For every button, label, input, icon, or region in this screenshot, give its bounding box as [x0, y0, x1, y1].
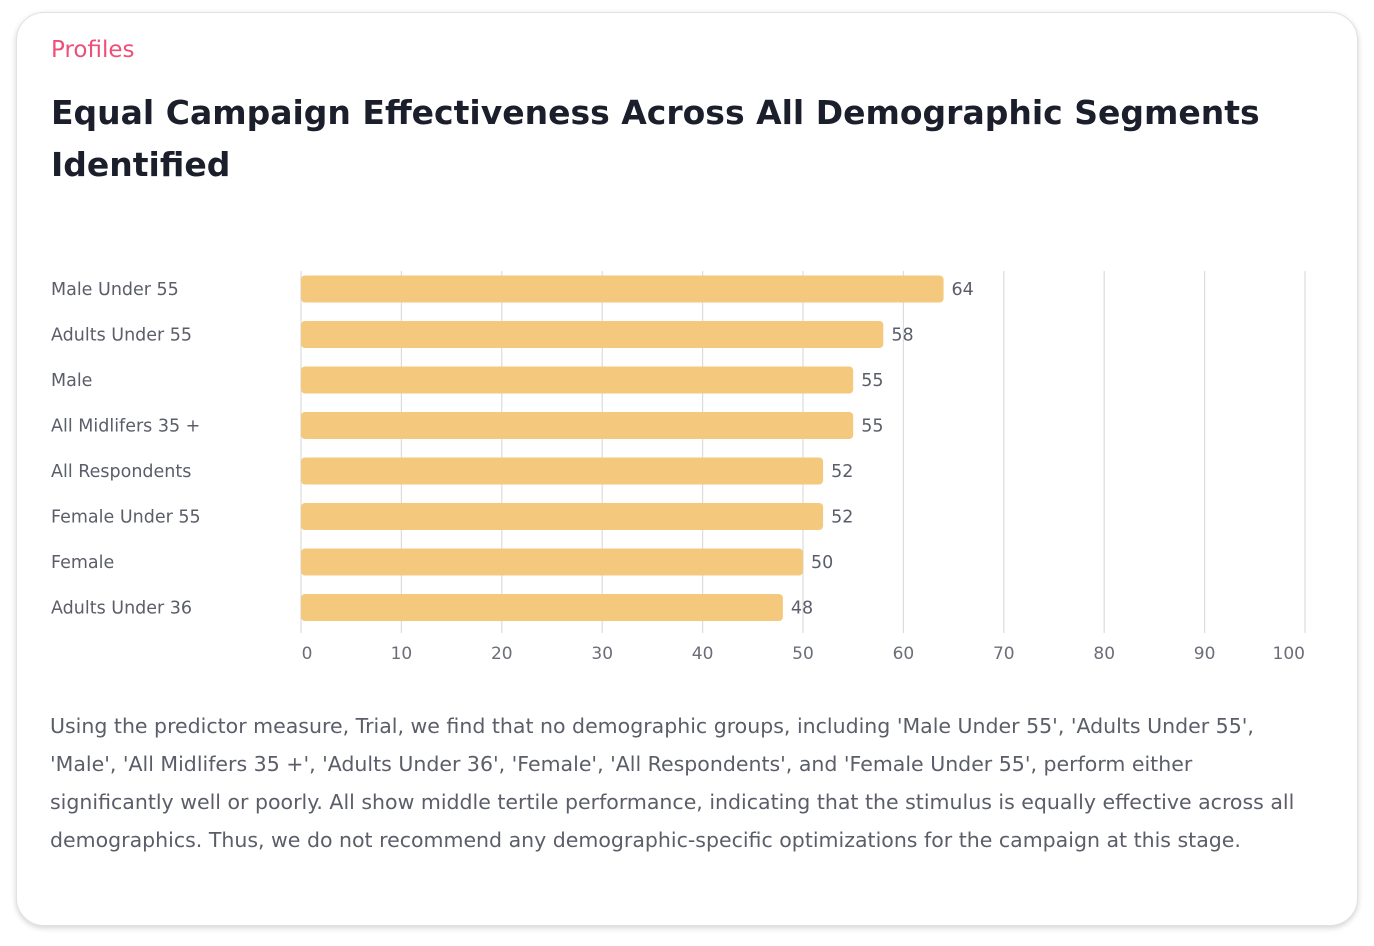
category-label: Female Under 55: [51, 508, 201, 528]
x-tick-label: 40: [692, 644, 714, 664]
bar-value-label: 50: [811, 553, 833, 573]
x-tick-label: 30: [591, 644, 613, 664]
section-label: Profiles: [51, 37, 135, 63]
chart-description: Using the predictor measure, Trial, we f…: [50, 714, 1295, 852]
x-tick-label: 80: [1093, 644, 1115, 664]
category-label: All Midlifers 35 +: [51, 417, 200, 437]
bar-value-label: 64: [952, 280, 974, 300]
bar-value-label: 55: [861, 371, 883, 391]
x-tick-label: 20: [491, 644, 513, 664]
x-tick-label: 70: [993, 644, 1015, 664]
bar-value-label: 52: [831, 462, 853, 482]
bar-value-label: 58: [891, 326, 913, 346]
x-tick-label: 60: [893, 644, 915, 664]
x-tick-label: 50: [792, 644, 814, 664]
bar-value-label: 48: [791, 599, 813, 619]
bar-value-label: 52: [831, 508, 853, 528]
category-label: Adults Under 55: [51, 326, 192, 346]
profiles-card: Profiles Equal Campaign Effectiveness Ac…: [16, 12, 1358, 926]
x-tick-label: 0: [302, 644, 313, 664]
x-tick-label: 90: [1194, 644, 1216, 664]
bar: [301, 366, 854, 394]
category-label: Female: [51, 553, 114, 573]
category-label: Adults Under 36: [51, 599, 192, 619]
category-label: All Respondents: [51, 462, 191, 482]
chart-title: Equal Campaign Effectiveness Across All …: [51, 93, 1260, 184]
bar-value-label: 55: [861, 417, 883, 437]
x-tick-label: 10: [391, 644, 413, 664]
category-label: Male Under 55: [51, 280, 179, 300]
bar: [301, 321, 884, 348]
bar-chart: 0 10 20 30 40 50 60 70 80 90 100 Male Under 55 64 Adu…: [51, 271, 1306, 664]
bar: [301, 503, 824, 530]
bar: [301, 594, 783, 621]
x-tick-label: 100: [1273, 644, 1305, 664]
bar: [301, 457, 824, 485]
bar: [301, 412, 854, 439]
category-label: Male: [51, 371, 92, 391]
bar: [301, 548, 803, 576]
bar: [301, 275, 944, 303]
